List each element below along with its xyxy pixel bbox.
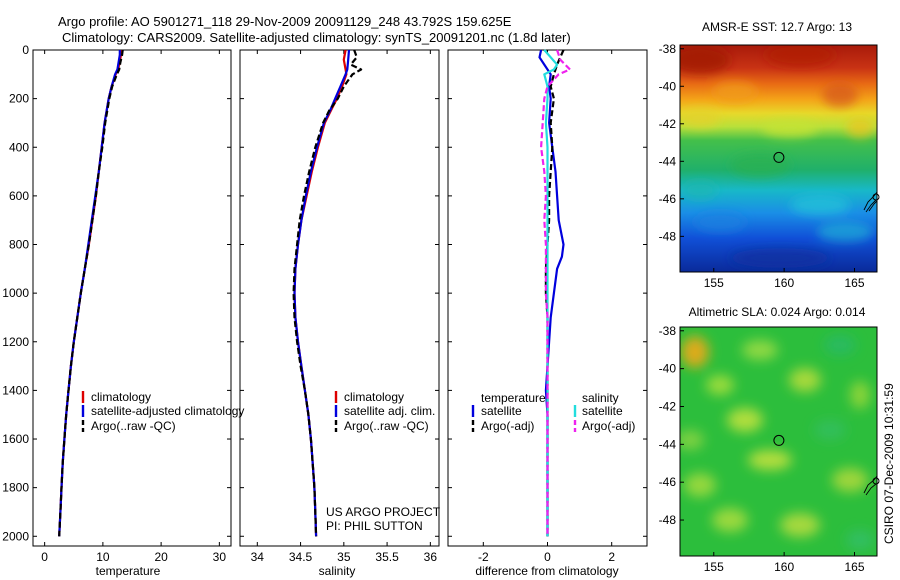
sla-map-title: Altimetric SLA: 0.024 Argo: 0.014 (689, 305, 866, 319)
depth-tick-label: 800 (9, 238, 29, 252)
lon-tick-label: 160 (774, 276, 794, 290)
series-line-satellite-adjusted-climatology (58, 50, 121, 537)
lat-tick-label: -48 (659, 513, 677, 527)
x-tick-label: 34 (251, 550, 265, 564)
sst-argo-location-marker (773, 151, 785, 163)
depth-tick-label: 600 (9, 189, 29, 203)
depth-tick-label: 1400 (2, 383, 29, 397)
sla-map-field (680, 327, 877, 556)
depth-tick-label: 200 (9, 92, 29, 106)
sla-map-frame (679, 326, 878, 557)
x-tick-label: 0 (41, 550, 48, 564)
lat-tick-label: -48 (659, 229, 677, 243)
legend-label-temp-argo: Argo(-adj) (481, 419, 534, 433)
lat-tick-label: -44 (659, 437, 677, 451)
lon-tick-label: 155 (704, 276, 724, 290)
temperature-x-axis: 0 10 20 30 (41, 50, 226, 564)
sst-map-field (680, 45, 877, 272)
difference-series (448, 49, 647, 537)
depth-tick-label: 1200 (2, 335, 29, 349)
x-tick-label: 34.5 (289, 550, 313, 564)
sla-map-panel: Altimetric SLA: 0.024 Argo: 0.014 (659, 305, 880, 574)
x-tick-label: -2 (478, 550, 489, 564)
salinity-legend: climatology satellite adj. clim. Argo(..… (334, 390, 435, 433)
depth-tick-label: 1000 (2, 286, 29, 300)
legend-label-climatology: climatology (344, 390, 404, 404)
depth-tick-label: 2000 (2, 529, 29, 543)
difference-legend: temperature satellite Argo(-adj) salinit… (471, 391, 635, 433)
lon-tick-label: 155 (704, 560, 724, 574)
lat-tick-label: -40 (659, 362, 677, 376)
x-tick-label: 35 (337, 550, 351, 564)
sst-map-axes: 155 160 165 -38 -40 -42 -44 -46 -48 (659, 42, 865, 290)
sst-map-frame (679, 44, 878, 273)
lat-tick-label: -38 (659, 324, 677, 338)
sst-map-title: AMSR-E SST: 12.7 Argo: 13 (702, 20, 852, 34)
series-line-climatology (293, 49, 348, 537)
temperature-xlabel: temperature (96, 564, 161, 578)
legend-label-argo: Argo(..raw -QC) (344, 419, 429, 433)
lat-tick-label: -46 (659, 475, 677, 489)
legend-label-sal-argo: Argo(-adj) (582, 419, 635, 433)
temperature-legend: climatology satellite-adjusted climatolo… (81, 390, 244, 433)
legend-label-satellite: satellite adj. clim. (344, 404, 435, 418)
csiro-timestamp: CSIRO 07-Dec-2009 10:31:59 (882, 383, 896, 544)
header-line-2: Climatology: CARS2009. Satellite-adjuste… (62, 30, 571, 45)
x-tick-label: 30 (213, 550, 227, 564)
depth-tick-label: 1600 (2, 432, 29, 446)
legend-label-satellite: satellite-adjusted climatology (91, 404, 244, 418)
legend-label-sal-satellite: satellite (582, 404, 623, 418)
x-tick-label: 0 (544, 550, 551, 564)
x-tick-label: 10 (96, 550, 110, 564)
salinity-xlabel: salinity (319, 564, 356, 578)
legend-label-argo: Argo(..raw -QC) (91, 419, 176, 433)
sla-edge-marker (872, 477, 880, 485)
difference-panel: -2 0 2 difference from climatology tempera… (447, 49, 648, 578)
sla-argo-location-marker (773, 434, 785, 446)
salinity-series (240, 49, 439, 537)
legend-title-temperature: temperature (481, 391, 546, 405)
depth-tick-label: 400 (9, 140, 29, 154)
salinity-axes-box (239, 49, 440, 547)
lat-tick-label: -46 (659, 192, 677, 206)
sst-edge-marker (872, 193, 880, 201)
salinity-panel: 34 34.5 35 35.5 36 salinity climatology sate… (239, 49, 441, 578)
x-tick-label: 36 (424, 550, 438, 564)
temperature-series (58, 49, 124, 537)
x-tick-label: 2 (608, 550, 615, 564)
legend-label-climatology: climatology (91, 390, 151, 404)
lat-tick-label: -38 (659, 42, 677, 56)
lon-tick-label: 160 (774, 560, 794, 574)
sst-map-panel: AMSR-E SST: 12.7 Argo: 13 (659, 20, 880, 290)
temperature-axes-box (32, 49, 232, 547)
series-line-argo-raw-qc- (292, 49, 363, 537)
lon-tick-label: 165 (844, 276, 864, 290)
project-annotation: US ARGO PROJECT (326, 505, 441, 519)
series-line-salinity-argo-adj- (539, 49, 572, 537)
x-tick-label: 20 (154, 550, 168, 564)
series-line-climatology (58, 50, 123, 537)
legend-label-temp-satellite: satellite (481, 404, 522, 418)
difference-xlabel: difference from climatology (475, 564, 618, 578)
x-tick-label: 35.5 (375, 550, 399, 564)
sla-map-axes: 155 160 165 -38 -40 -42 -44 -46 -48 (659, 324, 865, 574)
series-line-satellite-adj-clim- (293, 49, 351, 537)
lon-tick-label: 165 (844, 560, 864, 574)
temperature-panel: 0 200 400 600 800 1000 1200 1400 1600 1800 2000 0 1… (2, 43, 244, 578)
legend-title-salinity: salinity (582, 391, 619, 405)
lat-tick-label: -42 (659, 399, 677, 413)
lat-tick-label: -42 (659, 117, 677, 131)
salinity-x-axis: 34 34.5 35 35.5 36 (251, 50, 438, 564)
series-line-argo-raw-qc- (58, 49, 124, 537)
lat-tick-label: -40 (659, 79, 677, 93)
lat-tick-label: -44 (659, 154, 677, 168)
pi-annotation: PI: PHIL SUTTON (326, 519, 423, 533)
header-line-1: Argo profile: AO 5901271_118 29-Nov-2009… (58, 14, 512, 29)
depth-tick-label: 0 (22, 43, 29, 57)
depth-tick-label: 1800 (2, 481, 29, 495)
depth-axis: 0 200 400 600 800 1000 1200 1400 1600 1800 2000 (2, 43, 231, 543)
